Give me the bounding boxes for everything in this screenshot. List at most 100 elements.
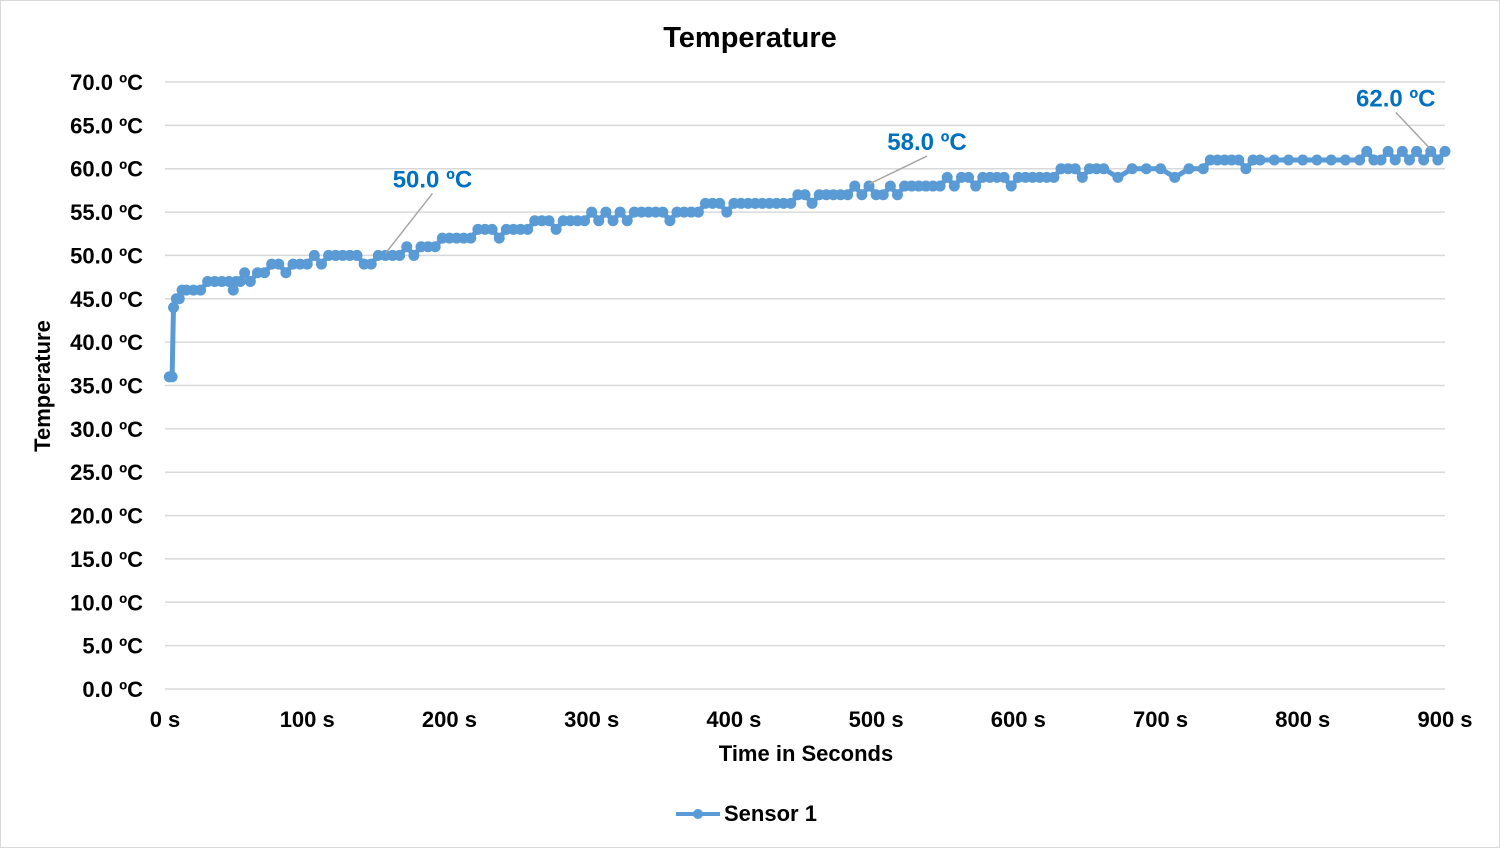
annotation-label: 62.0 ºC — [1356, 85, 1435, 112]
data-point — [1048, 171, 1060, 183]
data-point — [1069, 163, 1081, 175]
x-axis-label: Time in Seconds — [719, 741, 893, 766]
data-point — [234, 275, 246, 287]
y-tick-label: 5.0 ºC — [82, 634, 143, 659]
data-point — [586, 206, 598, 218]
data-point — [1375, 154, 1387, 166]
y-tick-label: 50.0 ºC — [70, 243, 143, 268]
data-point — [579, 215, 591, 227]
data-point — [1126, 163, 1138, 175]
y-tick-label: 45.0 ºC — [70, 287, 143, 312]
data-point — [1382, 145, 1394, 157]
y-tick-label: 65.0 ºC — [70, 113, 143, 138]
chart-title: Temperature — [663, 22, 837, 54]
data-point — [173, 293, 185, 305]
data-point — [842, 189, 854, 201]
data-point — [799, 189, 811, 201]
x-tick-label: 200 s — [422, 707, 477, 732]
x-tick-label: 300 s — [564, 707, 619, 732]
data-point — [1240, 163, 1252, 175]
data-point — [408, 249, 420, 261]
data-point — [1112, 171, 1124, 183]
x-tick-label: 500 s — [849, 707, 904, 732]
x-tick-label: 100 s — [280, 707, 335, 732]
data-point — [315, 258, 327, 270]
annotation-label: 58.0 ºC — [887, 129, 966, 156]
data-point — [856, 189, 868, 201]
y-tick-label: 70.0 ºC — [70, 70, 143, 95]
data-point — [1439, 145, 1451, 157]
data-point — [465, 232, 477, 244]
data-point — [1354, 154, 1366, 166]
data-point — [1197, 163, 1209, 175]
data-point — [877, 189, 889, 201]
data-point — [1396, 145, 1408, 157]
y-tick-label: 60.0 ºC — [70, 157, 143, 182]
data-point — [884, 180, 896, 192]
data-point — [486, 223, 498, 235]
data-point — [1361, 145, 1373, 157]
data-point — [1233, 154, 1245, 166]
y-tick-label: 55.0 ºC — [70, 200, 143, 225]
data-point — [1254, 154, 1266, 166]
data-point — [1403, 154, 1415, 166]
data-point — [543, 215, 555, 227]
annotation-leader — [1395, 111, 1432, 150]
data-point — [963, 171, 975, 183]
data-point — [714, 197, 726, 209]
data-point — [934, 180, 946, 192]
data-point — [1339, 154, 1351, 166]
y-axis-label: Temperature — [30, 320, 55, 452]
data-point — [301, 258, 313, 270]
data-point — [273, 258, 285, 270]
data-point — [614, 206, 626, 218]
data-point — [1311, 154, 1323, 166]
data-point — [1411, 145, 1423, 157]
data-point — [1425, 145, 1437, 157]
data-point — [607, 215, 619, 227]
data-point — [259, 267, 271, 279]
x-tick-label: 800 s — [1275, 707, 1330, 732]
data-annotations: 50.0 ºC 58.0 ºC 62.0 ºC — [384, 85, 1436, 254]
y-tick-label: 10.0 ºC — [70, 590, 143, 615]
x-tick-label: 400 s — [706, 707, 761, 732]
gridlines — [165, 81, 1445, 690]
data-point — [244, 275, 256, 287]
series-sensor-1 — [163, 145, 1451, 383]
data-point — [721, 206, 733, 218]
data-point — [941, 171, 953, 183]
data-point — [550, 223, 562, 235]
data-point — [1183, 163, 1195, 175]
y-tick-label: 20.0 ºC — [70, 504, 143, 529]
data-point — [621, 215, 633, 227]
legend-marker-dot — [693, 809, 703, 819]
data-point — [522, 223, 534, 235]
data-point — [1389, 154, 1401, 166]
data-point — [998, 171, 1010, 183]
data-point — [1155, 163, 1167, 175]
data-point — [1283, 154, 1295, 166]
data-point — [239, 267, 251, 279]
x-tick-label: 700 s — [1133, 707, 1188, 732]
annotation-leader — [868, 155, 928, 185]
legend-label-sensor-1: Sensor 1 — [724, 801, 817, 826]
y-tick-label: 40.0 ºC — [70, 330, 143, 355]
data-point — [195, 284, 207, 296]
y-tick-label: 35.0 ºC — [70, 374, 143, 399]
data-point — [1297, 154, 1309, 166]
x-tick-label: 600 s — [991, 707, 1046, 732]
data-point — [600, 206, 612, 218]
legend: Sensor 1 — [676, 801, 817, 826]
data-point — [1140, 163, 1152, 175]
data-point — [280, 267, 292, 279]
data-point — [168, 301, 180, 313]
y-tick-label: 0.0 ºC — [82, 677, 143, 702]
data-point — [593, 215, 605, 227]
data-point — [806, 197, 818, 209]
y-tick-label: 25.0 ºC — [70, 460, 143, 485]
data-point — [351, 249, 363, 261]
data-point — [308, 249, 320, 261]
data-point — [429, 241, 441, 253]
x-axis-ticks: 0 s 100 s 200 s 300 s 400 s 500 s 600 s 700 s 80… — [150, 707, 1473, 732]
